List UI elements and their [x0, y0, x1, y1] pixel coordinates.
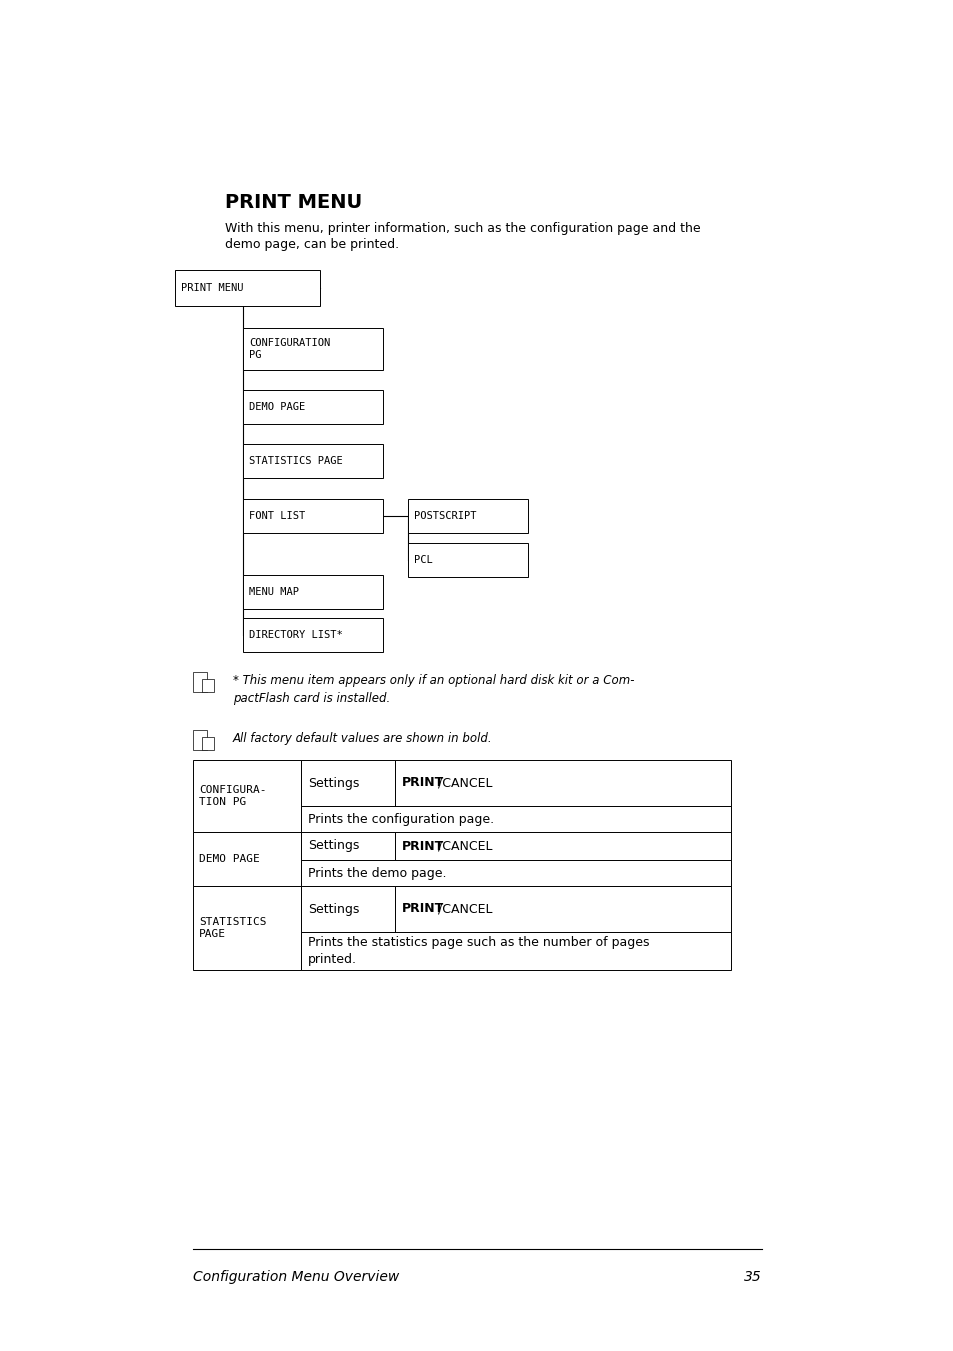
- Text: With this menu, printer information, such as the configuration page and the: With this menu, printer information, suc…: [225, 222, 700, 235]
- Text: CONFIGURA-
TION PG: CONFIGURA- TION PG: [199, 785, 266, 808]
- Bar: [243, 444, 382, 478]
- Bar: [174, 270, 319, 305]
- Bar: [301, 832, 395, 861]
- Bar: [301, 807, 730, 832]
- Text: Prints the statistics page such as the number of pages
printed.: Prints the statistics page such as the n…: [308, 936, 649, 966]
- Text: /CANCEL: /CANCEL: [437, 839, 492, 852]
- Bar: [301, 861, 730, 886]
- Text: POSTSCRIPT: POSTSCRIPT: [414, 511, 476, 521]
- Bar: [408, 543, 527, 577]
- Text: Settings: Settings: [308, 839, 359, 852]
- Text: PCL: PCL: [414, 555, 433, 565]
- Bar: [301, 761, 395, 807]
- Bar: [193, 761, 301, 832]
- Text: DEMO PAGE: DEMO PAGE: [199, 854, 259, 865]
- Bar: [395, 832, 730, 861]
- Bar: [408, 499, 527, 534]
- Text: Settings: Settings: [308, 902, 359, 916]
- Bar: [202, 738, 213, 750]
- Text: PRINT MENU: PRINT MENU: [181, 282, 243, 293]
- Bar: [243, 576, 382, 609]
- Bar: [243, 617, 382, 653]
- Text: PRINT: PRINT: [401, 902, 444, 916]
- Bar: [243, 328, 382, 370]
- Text: 35: 35: [743, 1270, 761, 1283]
- Text: /CANCEL: /CANCEL: [437, 902, 492, 916]
- Bar: [193, 730, 207, 750]
- Text: Configuration Menu Overview: Configuration Menu Overview: [193, 1270, 399, 1283]
- Text: STATISTICS
PAGE: STATISTICS PAGE: [199, 916, 266, 939]
- Text: All factory default values are shown in bold.: All factory default values are shown in …: [233, 732, 492, 744]
- Bar: [243, 390, 382, 424]
- Text: CONFIGURATION
PG: CONFIGURATION PG: [249, 338, 330, 361]
- Text: PRINT: PRINT: [401, 777, 444, 789]
- Bar: [243, 499, 382, 534]
- Text: MENU MAP: MENU MAP: [249, 586, 298, 597]
- Text: Prints the demo page.: Prints the demo page.: [308, 866, 446, 880]
- Text: DEMO PAGE: DEMO PAGE: [249, 403, 305, 412]
- Bar: [193, 832, 301, 886]
- Bar: [193, 886, 301, 970]
- Text: PRINT: PRINT: [401, 839, 444, 852]
- Text: /CANCEL: /CANCEL: [437, 777, 492, 789]
- Text: demo page, can be printed.: demo page, can be printed.: [225, 238, 398, 251]
- Text: DIRECTORY LIST*: DIRECTORY LIST*: [249, 630, 342, 640]
- Bar: [301, 932, 730, 970]
- Bar: [202, 680, 213, 692]
- Bar: [301, 886, 395, 932]
- Text: * This menu item appears only if an optional hard disk kit or a Com-
pactFlash c: * This menu item appears only if an opti…: [233, 674, 634, 705]
- Bar: [395, 886, 730, 932]
- Text: Prints the configuration page.: Prints the configuration page.: [308, 812, 494, 825]
- Bar: [193, 671, 207, 692]
- Text: PRINT MENU: PRINT MENU: [225, 193, 362, 212]
- Text: Settings: Settings: [308, 777, 359, 789]
- Text: FONT LIST: FONT LIST: [249, 511, 305, 521]
- Bar: [395, 761, 730, 807]
- Text: STATISTICS PAGE: STATISTICS PAGE: [249, 457, 342, 466]
